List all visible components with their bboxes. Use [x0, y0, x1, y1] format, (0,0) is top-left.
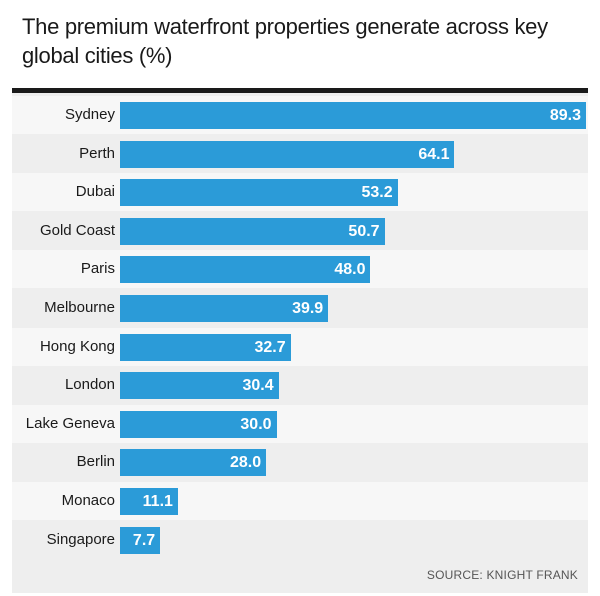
row-band	[12, 482, 588, 520]
row-band	[12, 366, 588, 405]
value-label: 50.7	[348, 222, 380, 240]
category-label: Melbourne	[44, 299, 115, 316]
value-label: 89.3	[549, 107, 581, 124]
row-band	[12, 404, 588, 443]
bar	[120, 102, 586, 129]
value-label: 32.7	[254, 338, 286, 356]
category-label: Sydney	[64, 106, 115, 123]
value-label: 7.7	[132, 531, 156, 549]
category-label: Monaco	[61, 492, 115, 509]
value-label: 64.1	[418, 145, 450, 163]
value-label: 28.0	[229, 454, 262, 472]
category-label: Lake Geneva	[25, 414, 115, 432]
category-label: Dubai	[75, 183, 115, 201]
chart-title: The premium waterfront properties genera…	[22, 14, 548, 68]
bar	[120, 179, 398, 207]
bar	[120, 256, 371, 284]
value-label: 11.1	[142, 493, 173, 510]
value-label: 53.2	[361, 184, 393, 202]
value-label: 39.9	[292, 300, 324, 317]
row-band	[12, 327, 588, 366]
bar	[120, 140, 455, 168]
row-band	[12, 520, 588, 559]
category-label: Paris	[80, 260, 115, 278]
bar	[120, 449, 267, 477]
value-label: 30.4	[242, 377, 274, 395]
bar	[120, 217, 385, 245]
row-band	[12, 443, 588, 482]
source-note: SOURCE: KNIGHT FRANK	[426, 568, 578, 582]
bar	[120, 372, 279, 400]
value-label: 48.0	[334, 261, 366, 279]
bar	[120, 295, 329, 322]
value-label: 30.0	[240, 415, 272, 433]
category-label: Gold Coast	[39, 221, 115, 239]
bar	[120, 526, 161, 554]
bar	[120, 333, 291, 361]
bar	[120, 410, 277, 438]
category-label: Hong Kong	[39, 337, 115, 355]
category-label: Perth	[79, 144, 115, 162]
title-rule	[12, 88, 588, 93]
category-label: Singapore	[46, 530, 115, 548]
category-label: London	[64, 376, 115, 394]
bar	[120, 488, 178, 515]
category-label: Berlin	[76, 453, 115, 471]
